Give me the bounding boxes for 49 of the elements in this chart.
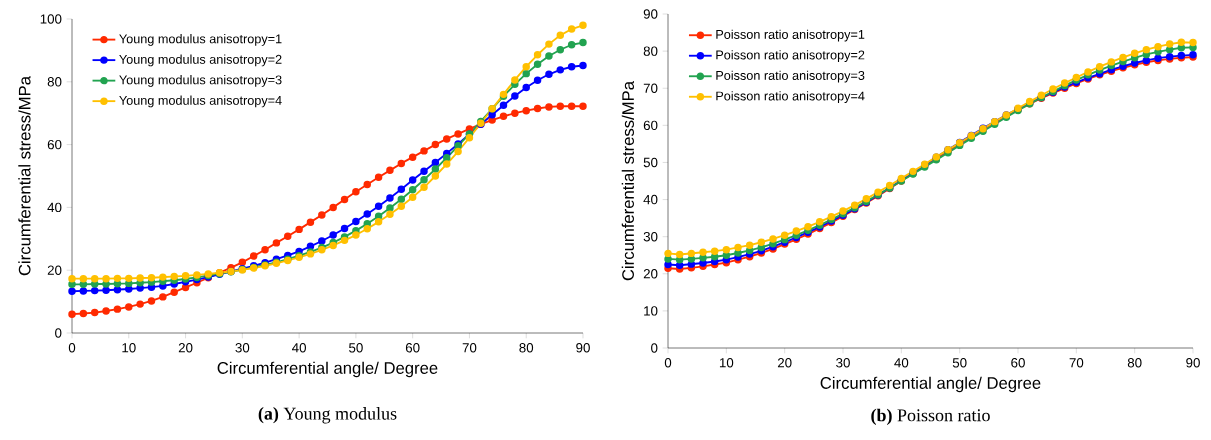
y-tick-label: 80 bbox=[47, 77, 62, 87]
x-tick-label: 60 bbox=[1011, 358, 1025, 368]
text: (a) Young modulus bbox=[258, 407, 397, 424]
x-tick-label: 90 bbox=[1186, 358, 1200, 368]
y-tick-label: 100 bbox=[40, 14, 62, 24]
x-tick-label: 10 bbox=[719, 358, 734, 368]
x-tick-label: 0 bbox=[68, 343, 76, 353]
legend-label: Young modulus anisotropy=1 bbox=[119, 34, 282, 46]
x-tick-label: 20 bbox=[178, 343, 193, 353]
y-tick-label: 50 bbox=[643, 157, 658, 168]
x-tick-label: 10 bbox=[122, 343, 136, 353]
y-tick-label: 10 bbox=[644, 306, 658, 316]
legend-label: Young modulus anisotropy=3 bbox=[119, 75, 282, 87]
x-tick-label: 50 bbox=[349, 343, 363, 353]
text: (b) Poisson ratio bbox=[871, 408, 990, 426]
x-tick-label: 70 bbox=[462, 343, 477, 353]
legend-label: Poisson ratio anisotropy=1 bbox=[716, 29, 865, 42]
y-tick-label: 20 bbox=[643, 269, 658, 279]
x-tick-label: 30 bbox=[235, 343, 250, 353]
legend-label: Young modulus anisotropy=2 bbox=[119, 54, 282, 67]
x-axis-title: Circumferential angle/ Degree bbox=[217, 361, 438, 378]
y-tick-label: 60 bbox=[47, 139, 62, 150]
legend-label: Poisson ratio anisotropy=2 bbox=[716, 50, 865, 62]
x-tick-label: 90 bbox=[576, 343, 590, 353]
y-tick-label: 40 bbox=[47, 202, 62, 213]
y-tick-label: 30 bbox=[643, 231, 658, 242]
x-tick-label: 0 bbox=[664, 358, 672, 368]
y-tick-label: 80 bbox=[643, 46, 658, 56]
x-tick-label: 60 bbox=[405, 343, 420, 353]
y-tick-label: 20 bbox=[47, 265, 62, 275]
y-tick-label: 70 bbox=[643, 83, 658, 93]
x-tick-label: 30 bbox=[836, 358, 850, 368]
y-axis-title: Circumferential stress/MPa bbox=[621, 81, 634, 281]
legend-label: Young modulus anisotropy=4 bbox=[119, 95, 282, 108]
y-tick-label: 90 bbox=[643, 9, 658, 19]
x-axis-title: Circumferential angle/ Degree bbox=[820, 376, 1041, 393]
x-tick-label: 80 bbox=[519, 343, 534, 353]
legend-label: Poisson ratio anisotropy=4 bbox=[716, 91, 865, 103]
x-tick-label: 40 bbox=[292, 343, 307, 353]
x-tick-label: 40 bbox=[894, 358, 909, 368]
y-tick-label: 40 bbox=[643, 194, 658, 205]
x-tick-label: 80 bbox=[1127, 358, 1142, 368]
legend-label: Poisson ratio anisotropy=3 bbox=[716, 70, 865, 83]
x-tick-label: 20 bbox=[777, 358, 792, 368]
y-tick-label: 0 bbox=[55, 328, 62, 338]
x-tick-label: 50 bbox=[952, 358, 967, 368]
y-tick-label: 60 bbox=[643, 120, 658, 131]
x-tick-label: 70 bbox=[1069, 358, 1084, 368]
y-axis-title: Circumferential stress/MPa bbox=[18, 76, 31, 276]
